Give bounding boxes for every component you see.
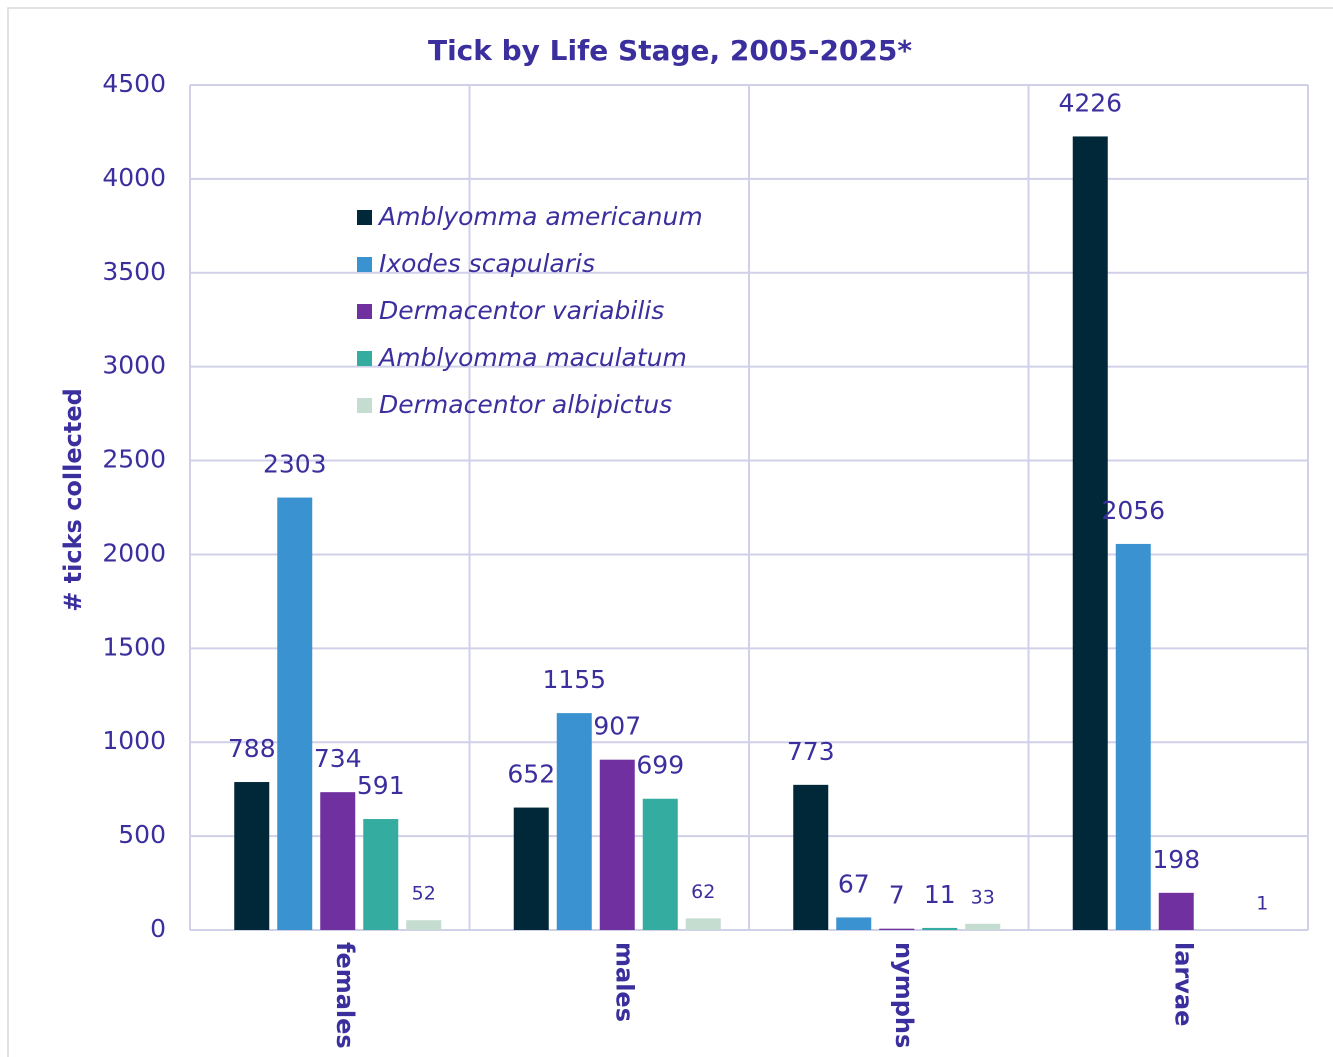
bar <box>793 784 829 930</box>
data-label: 773 <box>787 737 835 766</box>
bar <box>513 807 549 930</box>
legend-swatch <box>357 398 372 413</box>
bar <box>1115 543 1151 930</box>
data-label: 1155 <box>542 665 606 694</box>
bar <box>685 918 721 930</box>
legend-swatch <box>357 304 372 319</box>
chart-title: Tick by Life Stage, 2005-2025* <box>428 34 912 67</box>
x-tick-label: males <box>610 942 638 1022</box>
bar <box>406 920 442 930</box>
y-tick-label: 2000 <box>102 538 166 567</box>
y-tick-label: 3000 <box>102 351 166 380</box>
y-tick-label: 1000 <box>102 726 166 755</box>
data-label: 11 <box>924 880 956 909</box>
data-label: 33 <box>971 886 995 908</box>
legend-swatch <box>357 257 372 272</box>
y-tick-label: 500 <box>118 820 166 849</box>
y-tick-label: 1500 <box>102 632 166 661</box>
data-label: 4226 <box>1058 88 1122 117</box>
legend-label: Dermacentor variabilis <box>379 296 664 325</box>
data-label: 62 <box>691 881 715 903</box>
x-tick-label: nymphs <box>890 942 918 1048</box>
legend-label: Amblyomma maculatum <box>377 343 687 372</box>
data-label: 907 <box>593 712 641 741</box>
data-label: 699 <box>636 751 684 780</box>
data-label: 1 <box>1256 892 1268 914</box>
data-label: 591 <box>357 771 405 800</box>
data-label: 2056 <box>1101 496 1165 525</box>
legend-swatch <box>357 351 372 366</box>
legend-label: Dermacentor albipictus <box>379 390 672 419</box>
y-tick-label: 4500 <box>102 69 166 98</box>
y-tick-label: 4000 <box>102 163 166 192</box>
y-tick-label: 0 <box>150 914 166 943</box>
y-tick-label: 2500 <box>102 445 166 474</box>
chart-border <box>7 7 1333 1057</box>
bar <box>879 928 915 930</box>
y-tick-label: 3500 <box>102 257 166 286</box>
x-tick-label: females <box>331 942 359 1049</box>
bar <box>922 927 958 930</box>
bar <box>320 792 356 930</box>
data-label: 52 <box>412 883 436 905</box>
bar <box>363 819 399 930</box>
data-label: 2303 <box>263 450 327 479</box>
bar <box>234 782 270 930</box>
y-axis-title: # ticks collected <box>59 388 87 612</box>
bar <box>965 923 1001 930</box>
bar <box>836 917 872 930</box>
legend-label: Ixodes scapularis <box>379 249 595 278</box>
bar <box>1072 136 1108 930</box>
bar <box>599 759 635 930</box>
legend-swatch <box>357 210 372 225</box>
data-label: 788 <box>228 734 276 763</box>
x-tick-label: larvae <box>1169 942 1197 1026</box>
data-label: 734 <box>314 744 362 773</box>
bar <box>556 713 592 930</box>
bar <box>1158 892 1194 930</box>
data-label: 67 <box>838 869 870 898</box>
data-label: 7 <box>889 881 905 910</box>
data-label: 652 <box>507 760 555 789</box>
legend-label: Amblyomma americanum <box>377 202 703 231</box>
bar <box>277 497 313 930</box>
bar <box>642 798 678 930</box>
data-label: 198 <box>1152 845 1200 874</box>
